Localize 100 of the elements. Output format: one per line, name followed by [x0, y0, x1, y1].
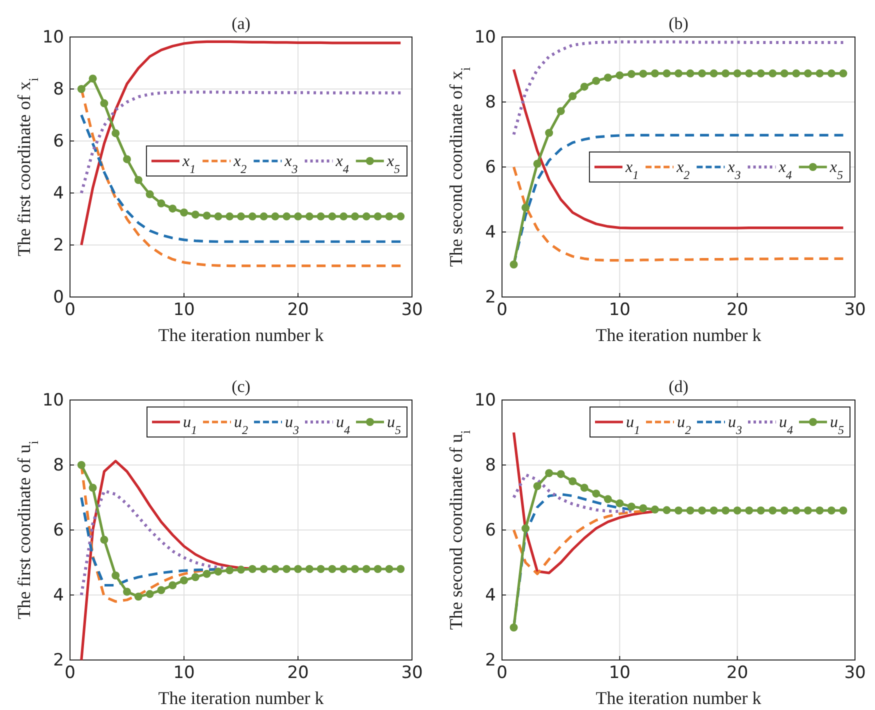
point: [385, 212, 394, 220]
point: [756, 69, 765, 78]
point: [592, 76, 600, 85]
chart-title: (c): [232, 377, 250, 396]
point: [260, 212, 268, 220]
point: [674, 506, 682, 514]
y-tick-label: 6: [53, 520, 64, 540]
point: [340, 212, 348, 220]
point: [294, 212, 302, 220]
point: [698, 506, 706, 514]
point: [77, 461, 86, 469]
legend-label: u$_{1}$: [626, 414, 640, 437]
point: [226, 566, 234, 574]
y-tick-label: 2: [53, 650, 64, 670]
point: [294, 565, 302, 573]
point: [100, 536, 108, 544]
point: [674, 69, 682, 78]
point: [191, 210, 200, 219]
point: [733, 69, 742, 78]
point: [77, 85, 86, 93]
chart-title: (b): [668, 14, 688, 33]
legend-label: u$_{4}$: [779, 414, 793, 437]
y-tick-label: 4: [53, 183, 64, 204]
line-series: [80, 114, 402, 243]
point: [123, 588, 131, 596]
point: [271, 565, 280, 573]
line-series: [80, 90, 402, 194]
legend-label: x$_{2}$: [232, 153, 247, 176]
point: [510, 260, 518, 268]
point: [616, 499, 624, 508]
point: [827, 69, 836, 78]
legend-label: u$_{5}$: [387, 414, 401, 437]
legend-label: x$_{3}$: [284, 153, 298, 176]
point: [351, 565, 359, 573]
point: [146, 190, 154, 198]
point: [568, 92, 577, 100]
legend-label: u$_{5}$: [830, 414, 844, 437]
x-tick-label: 10: [608, 663, 630, 684]
point: [134, 592, 142, 601]
point: [604, 74, 612, 82]
point: [756, 506, 765, 514]
point: [168, 581, 177, 590]
legend-label: x$_{4}$: [334, 153, 349, 176]
point: [168, 204, 177, 213]
x-axis-title: The iteration number k: [596, 325, 762, 345]
legend-label: u$_{1}$: [183, 414, 197, 437]
point: [88, 74, 97, 83]
point: [146, 590, 154, 598]
point: [768, 69, 777, 78]
legend-label: u$_{3}$: [285, 414, 299, 437]
point: [639, 504, 648, 512]
point: [226, 212, 234, 220]
x-axis-title: The iteration number k: [158, 325, 324, 345]
point: [522, 524, 530, 532]
point: [522, 204, 530, 212]
y-tick-label: 4: [485, 222, 496, 242]
point: [686, 69, 694, 78]
point: [650, 69, 659, 78]
x-tick-label: 30: [844, 663, 866, 684]
x-tick-label: 10: [173, 663, 195, 684]
point: [362, 565, 370, 573]
x-tick-label: 30: [844, 300, 866, 320]
y-tick-label: 10: [42, 390, 64, 410]
point: [816, 69, 824, 78]
point: [556, 107, 565, 116]
y-tick-label: 4: [53, 585, 64, 606]
point: [722, 506, 730, 514]
point: [545, 128, 554, 137]
legend-label: x$_{5}$: [386, 153, 400, 176]
legend-label: u$_{2}$: [234, 414, 248, 437]
point: [780, 69, 788, 78]
y-tick-label: 10: [474, 390, 496, 410]
x-tick-label: 30: [401, 663, 423, 684]
point: [792, 506, 800, 514]
point: [123, 155, 131, 164]
point: [816, 506, 824, 514]
point: [592, 490, 600, 498]
point: [374, 565, 382, 573]
point: [362, 212, 370, 220]
point: [804, 69, 812, 78]
point: [214, 212, 222, 220]
point: [662, 506, 671, 514]
point: [316, 565, 325, 573]
point: [580, 82, 588, 91]
point: [305, 565, 314, 573]
legend-label: u$_{2}$: [677, 414, 691, 437]
point: [568, 477, 577, 486]
point: [328, 212, 336, 220]
point: [804, 506, 812, 514]
point: [745, 69, 754, 78]
point: [827, 506, 836, 514]
point: [710, 506, 718, 514]
x-tick-label: 10: [608, 300, 630, 320]
x-axis-title: The iteration number k: [596, 688, 762, 708]
x-tick-label: 20: [287, 663, 309, 684]
point: [396, 565, 405, 573]
line-series: [512, 68, 845, 230]
legend-label: x$_{2}$: [676, 159, 690, 182]
point: [112, 572, 120, 580]
point: [768, 506, 777, 514]
